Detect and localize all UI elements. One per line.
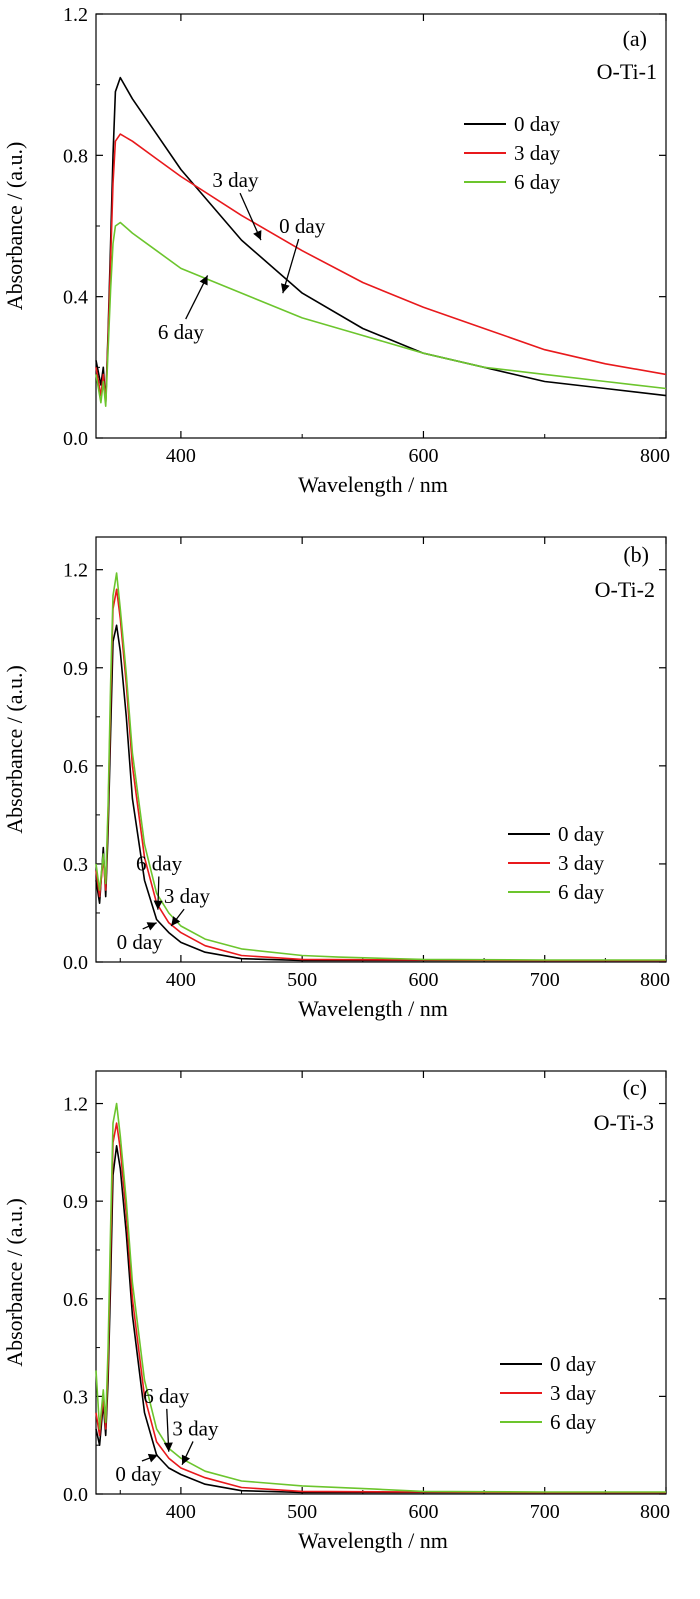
y-tick-label: 0.3 bbox=[63, 1386, 88, 1408]
annotation-arrowhead bbox=[181, 1454, 191, 1465]
plot-frame bbox=[95, 536, 667, 963]
y-tick-label: 0.0 bbox=[63, 1484, 88, 1506]
legend: 0 day 3 day 6 day bbox=[464, 112, 561, 194]
x-tick-label: 600 bbox=[408, 1501, 438, 1523]
annotation-arrowhead bbox=[163, 1442, 173, 1452]
annotation-label: 3 day bbox=[172, 1416, 219, 1440]
annotation-label: 3 day bbox=[164, 884, 211, 908]
legend-label: 0 day bbox=[514, 112, 561, 136]
legend-label: 6 day bbox=[558, 880, 605, 904]
x-tick-label: 700 bbox=[530, 1501, 560, 1523]
series-line-0-day bbox=[95, 76, 667, 404]
y-tick-label: 0.6 bbox=[63, 756, 88, 778]
y-tick-label: 1.2 bbox=[63, 1094, 88, 1116]
annotation-arrowhead bbox=[280, 283, 290, 294]
x-tick-label: 800 bbox=[640, 1501, 670, 1523]
y-tick-label: 1.2 bbox=[63, 560, 88, 582]
legend-label: 3 day bbox=[558, 851, 605, 875]
y-axis-title: Absorbance / (a.u.) bbox=[2, 142, 27, 311]
x-tick-label: 400 bbox=[166, 969, 196, 991]
chart-panel-b: 400 500 600 700 800 0.0 0.3 0.6 0.9 1.2 Wavelength… bbox=[2, 536, 670, 1021]
series-line-6-day bbox=[95, 221, 667, 408]
panel-label: (b) bbox=[623, 542, 649, 567]
series-line-6-day bbox=[95, 572, 666, 961]
annotation-label: 6 day bbox=[143, 1384, 190, 1408]
annotation-arrowhead bbox=[199, 275, 208, 286]
x-axis-title: Wavelength / nm bbox=[298, 472, 448, 497]
plot-frame bbox=[95, 13, 667, 439]
y-axis-title: Absorbance / (a.u.) bbox=[2, 665, 27, 834]
y-tick-label: 0.3 bbox=[63, 854, 88, 876]
annotation-label: 6 day bbox=[136, 851, 183, 875]
chart-panel-c: 400 500 600 700 800 0.0 0.3 0.6 0.9 1.2 Wavelength… bbox=[2, 1070, 670, 1553]
y-tick-label: 0.9 bbox=[63, 658, 88, 680]
legend-label: 6 day bbox=[514, 170, 561, 194]
annotation-arrowhead bbox=[146, 922, 157, 931]
plot-frame bbox=[95, 1070, 667, 1495]
y-tick-label: 0.0 bbox=[63, 952, 88, 974]
sample-label: O-Ti-3 bbox=[594, 1110, 654, 1135]
series-line-0-day bbox=[95, 624, 666, 962]
y-tick-label: 0.8 bbox=[63, 145, 88, 167]
annotation-arrowhead bbox=[253, 230, 262, 241]
x-tick-label: 600 bbox=[408, 969, 438, 991]
legend-label: 0 day bbox=[550, 1352, 597, 1376]
x-tick-label: 500 bbox=[287, 969, 317, 991]
annotation-label: 0 day bbox=[117, 930, 164, 954]
x-axis-title: Wavelength / nm bbox=[298, 996, 448, 1021]
annotation-label: 0 day bbox=[115, 1462, 162, 1486]
y-tick-label: 1.2 bbox=[63, 4, 88, 26]
sample-label: O-Ti-1 bbox=[597, 59, 657, 84]
y-tick-label: 0.0 bbox=[63, 428, 88, 450]
annotation-arrowhead bbox=[153, 900, 163, 910]
y-tick-label: 0.6 bbox=[63, 1289, 88, 1311]
annotation-label: 3 day bbox=[212, 168, 259, 192]
legend-label: 3 day bbox=[514, 141, 561, 165]
annotation-arrowhead bbox=[171, 916, 181, 927]
panel-label: (c) bbox=[623, 1075, 647, 1100]
legend-label: 0 day bbox=[558, 822, 605, 846]
panel-label: (a) bbox=[623, 26, 647, 51]
x-tick-label: 800 bbox=[640, 969, 670, 991]
x-tick-label: 600 bbox=[408, 445, 438, 467]
annotation-arrow bbox=[282, 238, 300, 294]
chart-panel-a: 400 600 800 0.0 0.4 0.8 1.2 Wavelength / nm Abso… bbox=[2, 4, 670, 497]
legend-label: 3 day bbox=[550, 1381, 597, 1405]
sample-label: O-Ti-2 bbox=[595, 577, 655, 602]
annotation-label: 0 day bbox=[279, 214, 326, 238]
legend: 0 day 3 day 6 day bbox=[500, 1352, 597, 1434]
x-tick-label: 500 bbox=[287, 1501, 317, 1523]
x-tick-label: 400 bbox=[166, 445, 196, 467]
legend: 0 day 3 day 6 day bbox=[508, 822, 605, 904]
y-tick-label: 0.4 bbox=[63, 287, 88, 309]
x-tick-label: 800 bbox=[640, 445, 670, 467]
annotation-label: 6 day bbox=[158, 320, 205, 344]
x-tick-label: 700 bbox=[530, 969, 560, 991]
legend-label: 6 day bbox=[550, 1410, 597, 1434]
x-axis-title: Wavelength / nm bbox=[298, 1528, 448, 1553]
x-tick-label: 400 bbox=[166, 1501, 196, 1523]
annotation-arrowhead bbox=[147, 1453, 158, 1463]
series-line-6-day bbox=[95, 1102, 666, 1493]
y-tick-label: 0.9 bbox=[63, 1191, 88, 1213]
y-axis-title: Absorbance / (a.u.) bbox=[2, 1198, 27, 1367]
